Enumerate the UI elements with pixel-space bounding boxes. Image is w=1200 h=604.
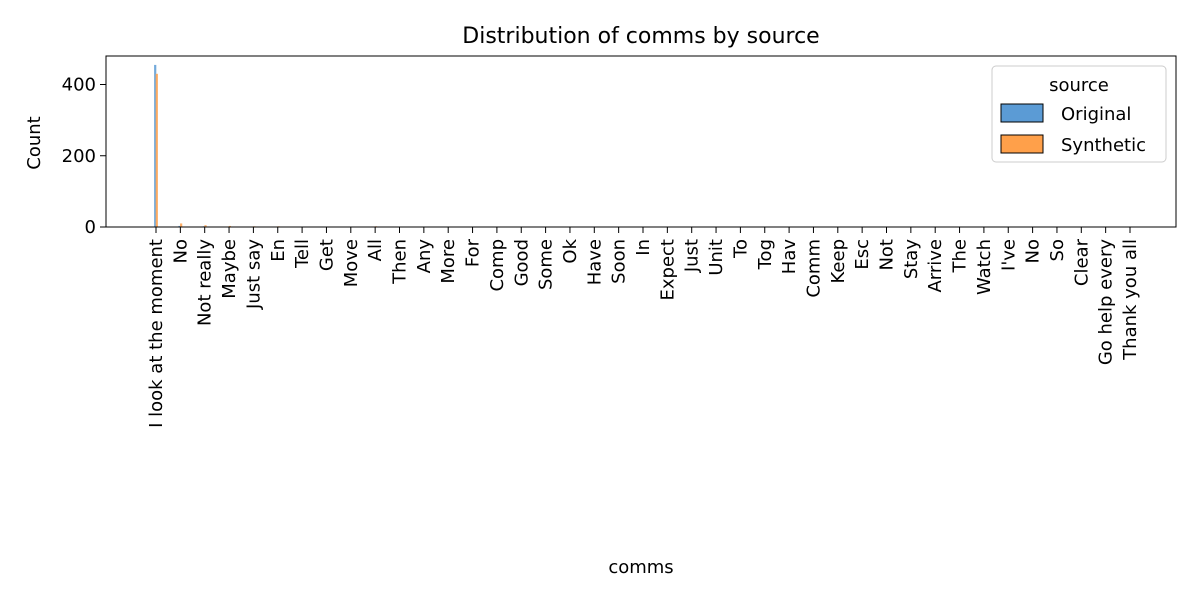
x-tick-label: Just bbox=[682, 239, 703, 273]
x-tick-label: Go help every bbox=[1096, 239, 1117, 366]
x-tick-label: Expect bbox=[657, 239, 678, 300]
legend-label-original: Original bbox=[1061, 104, 1131, 125]
x-tick-label: Not really bbox=[195, 239, 216, 326]
x-tick-label: Just say bbox=[243, 239, 264, 310]
x-tick-label: Some bbox=[536, 239, 557, 290]
x-tick-label: Keep bbox=[828, 239, 849, 283]
x-tick-label: Thank you all bbox=[1120, 239, 1141, 361]
legend: source Original Synthetic bbox=[991, 65, 1167, 163]
x-tick-label: The bbox=[950, 239, 971, 273]
x-tick-label: In bbox=[633, 239, 654, 256]
y-tick-label: 400 bbox=[62, 75, 96, 96]
y-axis-label: Count bbox=[24, 116, 45, 169]
x-tick-label: Esc bbox=[852, 239, 873, 270]
legend-swatch-original bbox=[1000, 103, 1044, 123]
bar-synthetic-2 bbox=[204, 225, 207, 227]
x-tick-label: I look at the moment bbox=[146, 239, 167, 428]
x-tick-label: Move bbox=[341, 239, 362, 287]
legend-swatch-synthetic bbox=[1000, 134, 1044, 154]
plot-frame bbox=[105, 55, 1177, 228]
x-tick-label: Any bbox=[414, 239, 435, 274]
x-ticks-layer: I look at the moment No Not really Maybe Jus… bbox=[146, 227, 1141, 428]
bar-original-0 bbox=[154, 64, 157, 227]
x-tick-label: For bbox=[463, 238, 484, 267]
x-tick-label: More bbox=[438, 239, 459, 284]
x-tick-label: Then bbox=[390, 239, 411, 285]
x-tick-label: To bbox=[730, 239, 751, 259]
legend-label-synthetic: Synthetic bbox=[1061, 135, 1146, 156]
y-tick-label: 0 bbox=[85, 217, 96, 238]
x-tick-label: I've bbox=[998, 239, 1019, 271]
x-tick-label: Soon bbox=[609, 239, 630, 284]
x-tick-label: Comp bbox=[487, 239, 508, 292]
x-tick-label: Stay bbox=[901, 239, 922, 280]
x-tick-label: Hav bbox=[779, 239, 800, 275]
x-tick-label: Tog bbox=[755, 239, 776, 270]
y-ticks-layer: 0 200 400 bbox=[62, 75, 106, 238]
chart-title: Distribution of comms by source bbox=[462, 24, 819, 49]
bar-synthetic-1 bbox=[180, 223, 183, 227]
x-axis-label: comms bbox=[608, 557, 673, 578]
bar-synthetic-3 bbox=[228, 225, 231, 227]
x-tick-label: Have bbox=[584, 239, 605, 285]
y-tick-label: 200 bbox=[62, 146, 96, 167]
x-tick-label: All bbox=[365, 239, 386, 261]
x-tick-label: No bbox=[1023, 239, 1044, 263]
x-tick-label: Clear bbox=[1071, 238, 1092, 286]
x-tick-label: Comm bbox=[803, 239, 824, 298]
bar-synthetic-0 bbox=[155, 73, 158, 227]
legend-title: source bbox=[1049, 75, 1109, 96]
x-tick-label: Watch bbox=[974, 239, 995, 295]
x-tick-label: Arrive bbox=[925, 239, 946, 293]
x-tick-label: En bbox=[268, 239, 289, 262]
x-tick-label: Ok bbox=[560, 238, 581, 263]
x-tick-label: No bbox=[170, 239, 191, 263]
bars-layer bbox=[154, 64, 1132, 228]
x-tick-label: Not bbox=[877, 239, 898, 271]
x-tick-label: Unit bbox=[706, 239, 727, 276]
x-tick-label: So bbox=[1047, 239, 1068, 261]
x-tick-label: Good bbox=[511, 239, 532, 286]
bar-original-1 bbox=[178, 225, 181, 227]
x-tick-label: Tell bbox=[292, 239, 313, 269]
x-tick-label: Maybe bbox=[219, 239, 240, 299]
x-tick-label: Get bbox=[316, 239, 337, 271]
